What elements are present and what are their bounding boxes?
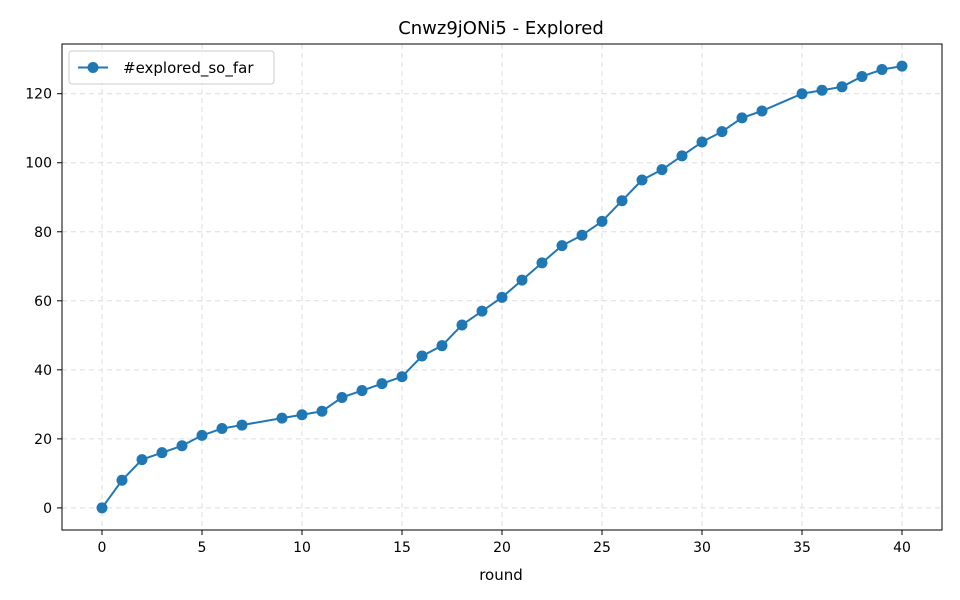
data-point (616, 195, 628, 207)
x-tick-label: 0 (98, 540, 107, 556)
data-point (636, 174, 648, 186)
grid (62, 44, 942, 530)
y-tick-label: 20 (34, 432, 52, 448)
plot-frame (61, 43, 943, 531)
data-point (236, 419, 248, 431)
y-tick-label: 80 (34, 225, 52, 241)
data-point (116, 474, 128, 486)
legend-marker (87, 62, 99, 73)
data-point (656, 164, 668, 176)
data-point (436, 340, 448, 352)
y-tick-label: 100 (25, 156, 52, 172)
data-point (396, 371, 408, 383)
x-tick-label: 30 (693, 540, 711, 556)
x-tick-label: 10 (293, 540, 311, 556)
chart-title: Cnwz9jONi5 - Explored (398, 18, 604, 39)
data-point (136, 454, 148, 466)
data-point (336, 391, 348, 403)
data-point (716, 126, 728, 138)
data-point (756, 105, 768, 117)
data-point (516, 274, 528, 286)
data-point (416, 350, 428, 362)
x-tick-label: 20 (493, 540, 511, 556)
data-point (876, 64, 888, 76)
y-tick-label: 120 (25, 87, 52, 103)
data-point (676, 150, 688, 162)
data-point (476, 305, 488, 317)
data-point (856, 70, 868, 82)
y-tick-label: 40 (34, 363, 52, 379)
x-tick-label: 40 (893, 540, 911, 556)
data-point (316, 405, 328, 417)
y-tick-label: 60 (34, 294, 52, 310)
data-point (276, 412, 288, 424)
data-point (176, 440, 188, 452)
y-tick-label: 0 (43, 501, 52, 517)
data-point (896, 60, 908, 72)
data-point (196, 429, 208, 441)
data-point (696, 136, 708, 148)
data-point (596, 215, 608, 227)
data-point (496, 291, 508, 303)
data-point (96, 502, 108, 514)
data-point (376, 378, 388, 390)
data-point (456, 319, 468, 331)
x-axis-label: round (479, 566, 523, 584)
x-tick-label: 5 (198, 540, 207, 556)
data-point (296, 409, 308, 421)
data-point (556, 240, 568, 252)
data-point (536, 257, 548, 269)
data-point (796, 88, 808, 100)
data-point (156, 447, 168, 459)
axes: 0 5 10 15 20 25 30 35 40 0 20 40 60 80 100 120 (25, 87, 911, 556)
legend: #explored_so_far (68, 50, 275, 85)
x-tick-label: 35 (793, 540, 811, 556)
series-layer (96, 60, 908, 514)
x-tick-label: 15 (393, 540, 411, 556)
data-point (836, 81, 848, 93)
data-point (356, 385, 368, 397)
data-point (216, 423, 228, 435)
data-point (576, 229, 588, 241)
data-point (816, 84, 828, 96)
data-point (736, 112, 748, 124)
legend-box (68, 50, 275, 85)
legend-label: #explored_so_far (123, 59, 254, 78)
x-tick-label: 25 (593, 540, 611, 556)
